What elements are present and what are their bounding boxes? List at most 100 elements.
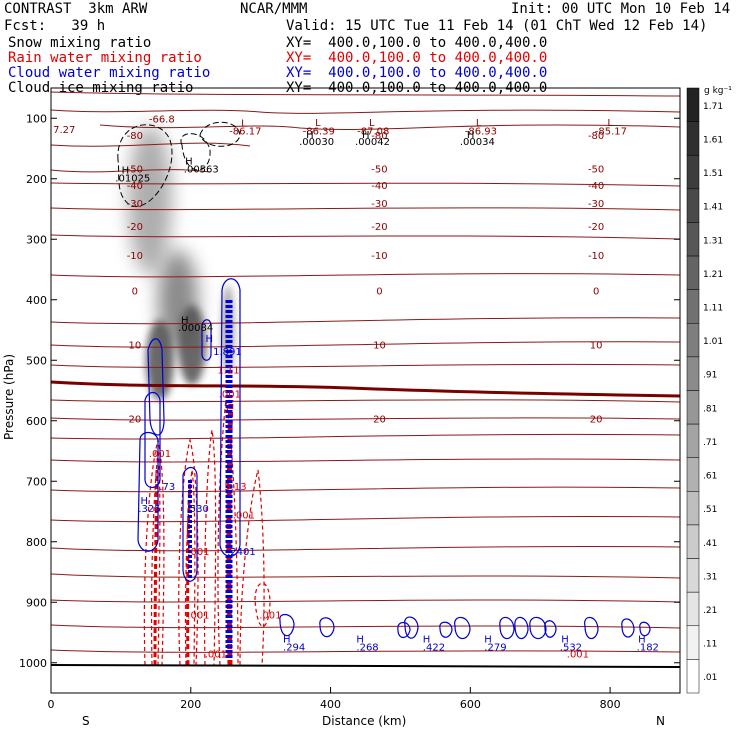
colorbar-swatch [686, 356, 700, 391]
colorbar-swatch [686, 289, 700, 324]
contour-label: .001 [187, 547, 209, 558]
temperature-label: -80 [127, 131, 143, 142]
colorbar-label: 1.11 [703, 303, 723, 313]
temperature-label: -20 [127, 222, 143, 233]
temperature-label: -80 [371, 131, 387, 142]
contour-label: .001 [567, 650, 589, 661]
colorbar-label: .41 [703, 539, 717, 549]
colorbar-unit: g kg⁻¹ [704, 86, 732, 96]
temperature-label: -30 [127, 199, 143, 210]
y-tick-label: 800 [26, 536, 47, 549]
temperature-label: -10 [371, 251, 387, 262]
colorbar-label: .11 [703, 640, 717, 650]
contour-label: H [356, 635, 364, 646]
contour-label: L [607, 118, 613, 129]
contour-label: .268 [356, 642, 378, 653]
field-name-rain: Rain water mixing ratio [8, 50, 202, 66]
x-tick-label: 800 [600, 698, 621, 711]
surface-line [51, 664, 680, 668]
colorbar-label: 1.51 [703, 169, 723, 179]
temperature-label: 20 [128, 414, 141, 425]
contour-label: .001 [233, 511, 255, 522]
contour-label: L [369, 118, 375, 129]
contour-label: 7.27 [53, 125, 75, 136]
y-tick-label: 300 [26, 233, 47, 246]
cloud-water-contours [137, 278, 651, 640]
colorbar-label: 1.01 [703, 337, 723, 347]
contour-label: .2401 [227, 547, 256, 558]
colorbar-swatch [686, 222, 700, 257]
model-title: CONTRAST 3km ARW [4, 1, 148, 17]
contour-label: H [467, 130, 475, 141]
temperature-label: -40 [588, 181, 604, 192]
contour-label: L [315, 118, 321, 129]
x-tick-label: 200 [180, 698, 201, 711]
valid-time: Valid: 15 UTC Tue 11 Feb 14 (01 ChT Wed … [286, 18, 708, 34]
colorbar-label: .21 [703, 606, 717, 616]
colorbar-swatch [686, 87, 700, 122]
field-xy-cloud-water: XY= 400.0,100.0 to 400.0,400.0 [286, 65, 548, 81]
colorbar-swatch [686, 524, 700, 559]
contour-label: 1.891 [213, 347, 242, 358]
colorbar-label: 1.21 [703, 270, 723, 280]
rain-contours [143, 399, 271, 666]
distance-axis: 0 200 400 600 800 [48, 687, 621, 711]
temperature-label: -10 [588, 251, 604, 262]
contour-label: .00034 [460, 137, 495, 148]
temperature-label: 0 [593, 287, 599, 298]
contour-label: .294 [283, 642, 305, 653]
x-tick-label: 0 [48, 698, 55, 711]
colorbar-swatch [686, 323, 700, 358]
field-name-snow: Snow mixing ratio [8, 35, 152, 51]
colorbar-swatch [686, 121, 700, 156]
y-tick-label: 900 [26, 596, 47, 609]
contour-label: .001 [149, 449, 171, 460]
x-tick-label: 400 [320, 698, 341, 711]
colorbar-swatch [686, 423, 700, 458]
zero-degree-contour [51, 380, 680, 398]
y-axis-title: Pressure (hPa) [2, 354, 16, 440]
temperature-labels: -80 -80 -80 -50 -50 -50 -40 -40 -40 -30 -30 -30 -20 -… [127, 131, 605, 425]
colorbar-label: .91 [703, 371, 717, 381]
init-time: Init: 00 UTC Mon 10 Feb 14 [511, 1, 731, 17]
colorbar-swatch [686, 659, 700, 694]
center-title: NCAR/MMM [240, 1, 308, 17]
contour-label: .00030 [299, 137, 334, 148]
temperature-label: 20 [590, 414, 603, 425]
contour-label: -86.17 [229, 126, 261, 137]
x-axis-left-end: S [82, 714, 90, 728]
colorbar-label: .01 [703, 673, 717, 683]
snow-contours [117, 121, 241, 207]
y-tick-label: 400 [26, 294, 47, 307]
temperature-label: 0 [376, 287, 382, 298]
temperature-label: 10 [590, 341, 603, 352]
colorbar-swatch [686, 255, 700, 290]
colorbar-label: 1.61 [703, 135, 723, 145]
colorbar-swatch [686, 625, 700, 660]
colorbar-label: .61 [703, 472, 717, 482]
y-tick-label: 600 [26, 415, 47, 428]
contour-label: .00084 [178, 323, 213, 334]
y-tick-label: 1000 [19, 657, 47, 670]
colorbar-swatch [686, 154, 700, 190]
colorbar-label: 1.31 [703, 236, 723, 246]
colorbar-label: 1.41 [703, 203, 723, 213]
y-tick-label: 100 [26, 112, 47, 125]
plot-area: -80 -80 -80 -50 -50 -50 -40 -40 -40 -30 -30 -30 -20 -… [51, 91, 680, 668]
contour-labels: -66.87.27L-86.17L-86.39L-87.08L-86.93L-8… [53, 114, 659, 660]
temperature-label: -20 [371, 222, 387, 233]
contour-label: H [561, 635, 569, 646]
y-tick-label: 700 [26, 475, 47, 488]
contour-label: H [185, 157, 193, 168]
contour-label: H [122, 166, 130, 177]
rain-core-3 [153, 469, 159, 666]
contour-label: -66.8 [149, 114, 175, 125]
contour-label: H [205, 334, 213, 345]
temperature-contours [51, 91, 680, 653]
contour-label: H [306, 130, 314, 141]
contour-label: .001 [187, 610, 209, 621]
contour-label: .00042 [355, 137, 390, 148]
contour-label: 5.13 [224, 482, 246, 493]
